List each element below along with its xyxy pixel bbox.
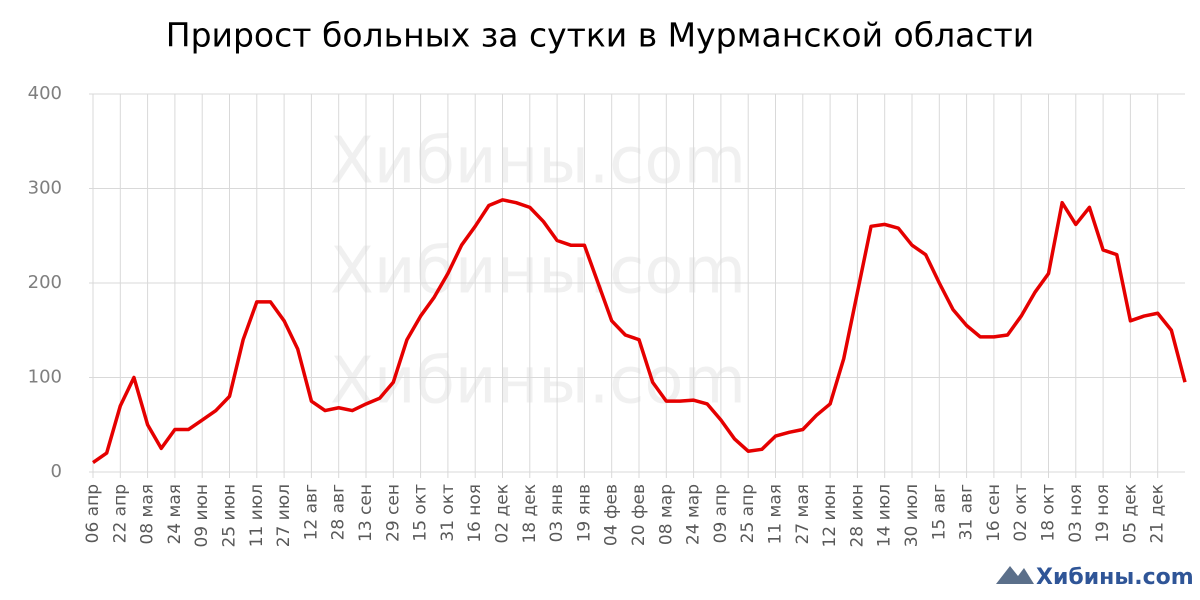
data-line (92, 198, 1187, 464)
y-tick-label: 400 (28, 83, 62, 104)
x-tick-label: 25 апр (738, 484, 758, 543)
watermark: Хибины.com (330, 125, 746, 199)
x-tick-label: 02 дек (493, 484, 513, 544)
marks (92, 198, 1187, 464)
grid: 0 100 200 300 400 06 апр 22 апр 08 мая 24 мая 09 … (28, 83, 1185, 548)
x-tick-label: 20 фев (629, 484, 649, 546)
chart-title: Прирост больных за сутки в Мурманской об… (166, 16, 1034, 55)
x-tick-label: 25 июн (220, 484, 240, 548)
x-tick-label: 18 окт (1039, 484, 1059, 542)
x-tick-label: 18 дек (520, 484, 540, 544)
x-tick-label: 15 авг (929, 484, 949, 540)
x-tick-label: 03 янв (547, 484, 567, 542)
x-tick-label: 27 мая (793, 484, 813, 545)
x-tick-label: 15 окт (411, 484, 431, 542)
logo-icon (996, 566, 1034, 584)
x-tick-label: 06 апр (83, 484, 103, 543)
logo: Хибины.com (996, 565, 1194, 590)
x-tick-label: 28 авг (329, 484, 349, 540)
x-tick-label: 09 июн (192, 484, 212, 548)
x-tick-label: 03 ноя (1066, 484, 1086, 543)
x-tick-label: 24 мар (684, 484, 704, 545)
x-tick-label: 11 мая (766, 484, 786, 545)
x-tick-label: 02 окт (1011, 484, 1031, 542)
x-tick-label: 12 авг (301, 484, 321, 540)
x-tick-label: 16 ноя (465, 484, 485, 543)
x-tick-label: 31 авг (957, 484, 977, 540)
y-tick-label: 200 (28, 272, 62, 293)
x-tick-label: 13 сен (356, 484, 376, 542)
y-tick-label: 0 (51, 461, 62, 482)
x-tick-label: 30 июл (902, 484, 922, 547)
x-tick-label: 24 мая (165, 484, 185, 545)
watermark: Хибины.com (330, 345, 746, 419)
x-tick-label: 09 апр (711, 484, 731, 543)
x-tick-label: 31 окт (438, 484, 458, 542)
x-tick-label: 29 сен (383, 484, 403, 542)
x-tick-label: 19 янв (574, 484, 594, 542)
x-tick-label: 05 дек (1120, 484, 1140, 544)
x-tick-label: 27 июл (274, 484, 294, 547)
x-tick-label: 22 апр (110, 484, 130, 543)
y-tick-label: 300 (28, 178, 62, 199)
x-tick-label: 14 июл (875, 484, 895, 547)
x-tick-label: 12 июн (820, 484, 840, 548)
logo-text: Хибины.com (1036, 565, 1194, 590)
x-tick-label: 19 ноя (1093, 484, 1113, 543)
x-tick-label: 11 июл (247, 484, 267, 547)
x-tick-label: 08 мая (138, 484, 158, 545)
y-tick-label: 100 (28, 367, 62, 388)
x-tick-label: 16 сен (984, 484, 1004, 542)
x-tick-label: 04 фев (602, 484, 622, 546)
watermark: Хибины.com (330, 235, 746, 309)
watermarks: Хибины.com Хибины.com Хибины.com (330, 125, 746, 419)
x-tick-label: 21 дек (1148, 484, 1168, 544)
x-tick-label: 08 мар (656, 484, 676, 545)
x-tick-label: 28 июн (847, 484, 867, 548)
